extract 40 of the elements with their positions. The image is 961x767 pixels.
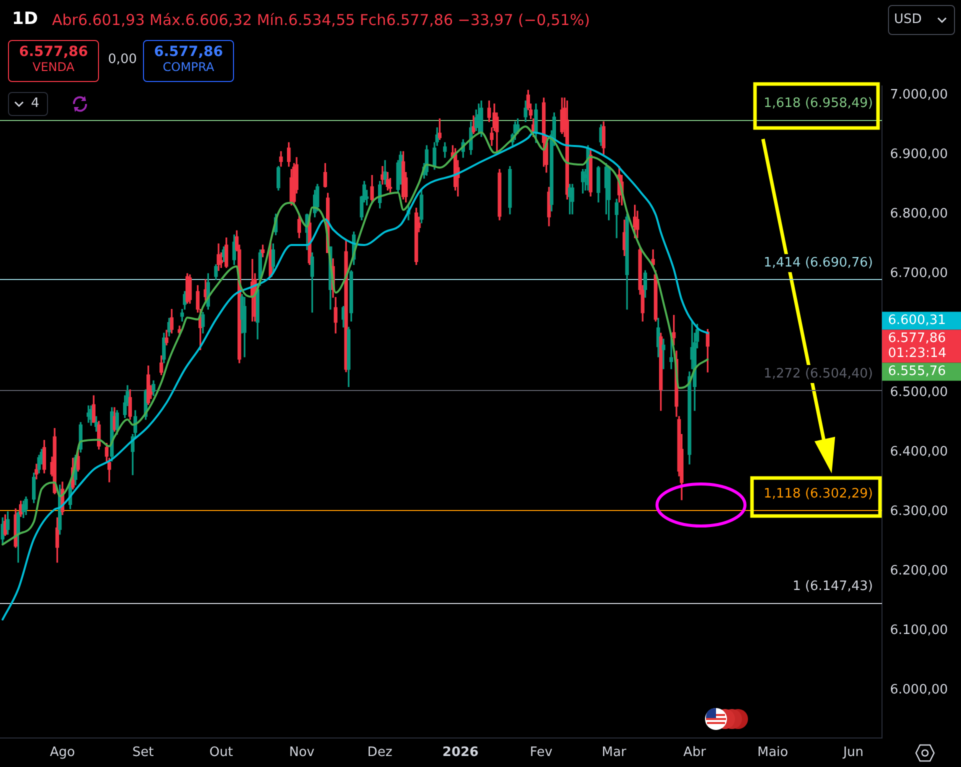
ref-line-label: 1,618 (6.958,49): [764, 96, 873, 112]
y-tick-label: 6.400,00: [890, 444, 948, 460]
annotation: 4: [31, 96, 40, 111]
text: 6.577,86: [154, 44, 224, 60]
chart-title: 1D: [12, 9, 38, 29]
y-tick-label: 6.200,00: [890, 564, 948, 579]
x-tick-label: Dez: [367, 745, 392, 760]
x-tick-label: Set: [132, 745, 154, 760]
text: USD: [894, 12, 922, 27]
text: 01:23:14: [888, 346, 946, 362]
text: VENDA: [31, 60, 76, 74]
y-tick-label: 6.500,00: [890, 385, 948, 400]
x-tick-label: Nov: [289, 745, 315, 760]
line-series: [2, 125, 709, 546]
chart-subtitle: Abr6.601,93 Máx.6.606,32 Mín.6.534,55 Fch6.577,86 −33,97 (−0,51%): [52, 11, 590, 29]
text: 0,00: [108, 52, 137, 67]
x-tick-label: Out: [209, 745, 233, 760]
x-tick-label: Mar: [602, 745, 627, 760]
text: COMPRA: [162, 60, 216, 74]
text: 6.577,86: [18, 44, 90, 60]
text: 6.600,31: [888, 313, 946, 328]
x-tick-label: 2026: [442, 745, 479, 760]
text: 6.577,86: [888, 331, 946, 346]
y-tick-label: 6.800,00: [890, 206, 948, 222]
x-tick-label: Maio: [757, 745, 788, 760]
x-tick-label: Fev: [530, 745, 553, 760]
ref-line-label: 1,272 (6.504,40): [764, 366, 873, 382]
ref-line-label: 1 (6.147,43): [792, 578, 873, 594]
ref-line-label: 1,118 (6.302,29): [764, 486, 873, 502]
y-tick-label: 6.300,00: [890, 504, 948, 520]
y-tick-label: 6.000,00: [890, 682, 948, 698]
x-tick-label: Ago: [50, 745, 76, 760]
y-tick-label: 6.700,00: [890, 266, 948, 281]
y-tick-label: 6.100,00: [890, 623, 948, 638]
ref-line-label: 1,414 (6.690,76): [764, 255, 873, 270]
y-tick-label: 6.900,00: [890, 146, 948, 162]
x-tick-label: Jun: [842, 745, 864, 760]
x-tick-label: Abr: [683, 745, 707, 760]
text: 6.555,76: [888, 364, 946, 380]
y-tick-label: 7.000,00: [890, 87, 948, 102]
